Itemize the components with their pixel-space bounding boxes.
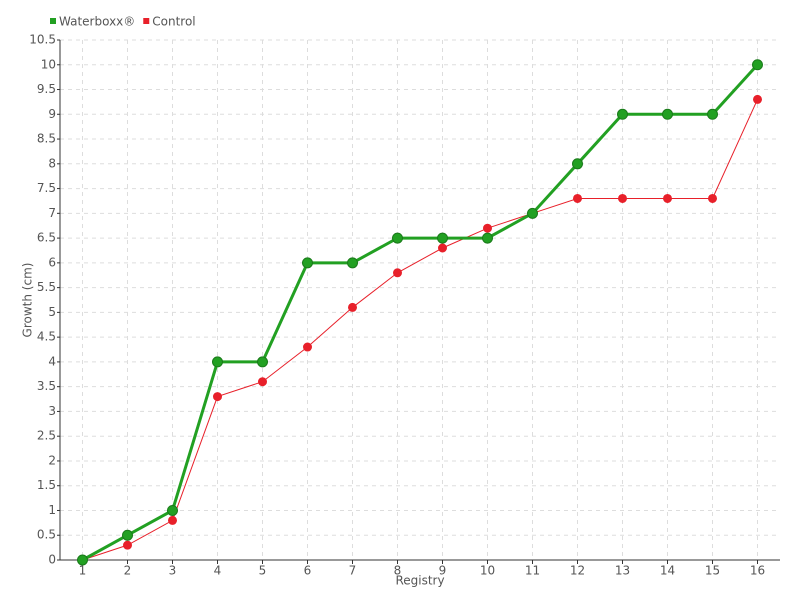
legend-label: Waterboxx® (59, 15, 135, 29)
data-point (393, 268, 402, 278)
y-tick-label: 8.5 (37, 132, 56, 146)
series-line (82, 99, 758, 561)
data-point (392, 232, 403, 244)
y-tick-label: 1.5 (37, 478, 56, 492)
x-tick-label: 9 (439, 564, 447, 578)
y-tick-label: 6 (48, 255, 56, 269)
data-point (303, 342, 312, 352)
data-point (438, 243, 447, 253)
data-point (122, 529, 133, 541)
x-tick-label: 7 (349, 564, 357, 578)
y-tick-label: 0 (48, 553, 56, 567)
y-tick-label: 3.5 (37, 379, 56, 393)
x-tick-label: 15 (705, 564, 720, 578)
y-tick-label: 1 (48, 503, 56, 517)
y-tick-label: 10.5 (29, 33, 56, 47)
y-tick-label: 0.5 (37, 528, 56, 542)
data-point (302, 257, 313, 269)
data-point (708, 193, 717, 203)
y-tick-label: 3 (48, 404, 56, 418)
x-tick-label: 4 (214, 564, 222, 578)
data-point (212, 356, 223, 368)
data-point (663, 193, 672, 203)
data-point (257, 356, 268, 368)
data-point (258, 377, 267, 387)
data-point (167, 504, 178, 516)
x-axis-label: Registry (395, 574, 444, 588)
x-tick-label: 13 (615, 564, 630, 578)
x-tick-label: 2 (124, 564, 132, 578)
x-tick-label: 3 (169, 564, 177, 578)
y-tick-label: 10 (41, 57, 56, 71)
y-tick-label: 9.5 (37, 82, 56, 96)
data-point (483, 223, 492, 233)
data-point (168, 515, 177, 525)
data-point (213, 392, 222, 402)
data-point (617, 108, 628, 120)
legend-swatch (143, 18, 150, 24)
y-tick-label: 2 (48, 453, 56, 467)
data-point (707, 108, 718, 120)
y-tick-label: 4 (48, 354, 56, 368)
data-point (123, 540, 132, 550)
data-point (347, 257, 358, 269)
x-tick-label: 16 (750, 564, 765, 578)
legend-label: Control (152, 15, 195, 29)
y-tick-label: 9 (48, 107, 56, 121)
data-point (482, 232, 493, 244)
series-line (81, 63, 759, 562)
y-tick-label: 6.5 (37, 231, 56, 245)
data-point (572, 158, 583, 170)
data-point (618, 193, 627, 203)
x-tick-label: 1 (79, 564, 87, 578)
data-point (527, 207, 538, 219)
y-tick-label: 5.5 (37, 280, 56, 294)
y-tick-label: 2.5 (37, 429, 56, 443)
x-tick-label: 14 (660, 564, 675, 578)
x-tick-label: 10 (480, 564, 495, 578)
y-tick-label: 5 (48, 305, 56, 319)
y-axis-label: Growth (cm) (21, 263, 35, 338)
data-point (752, 59, 763, 71)
x-tick-label: 8 (394, 564, 402, 578)
data-point (77, 554, 88, 566)
data-point (573, 193, 582, 203)
y-tick-label: 4.5 (37, 330, 56, 344)
y-tick-label: 7 (48, 206, 56, 220)
data-point (437, 232, 448, 244)
x-tick-label: 5 (259, 564, 267, 578)
data-point (662, 108, 673, 120)
legend-swatch (50, 18, 56, 24)
data-point (753, 94, 762, 104)
y-tick-label: 7.5 (37, 181, 56, 195)
y-tick-label: 8 (48, 156, 56, 170)
x-tick-label: 6 (304, 564, 312, 578)
data-point (348, 302, 357, 312)
x-tick-label: 12 (570, 564, 585, 578)
x-tick-label: 11 (525, 564, 540, 578)
